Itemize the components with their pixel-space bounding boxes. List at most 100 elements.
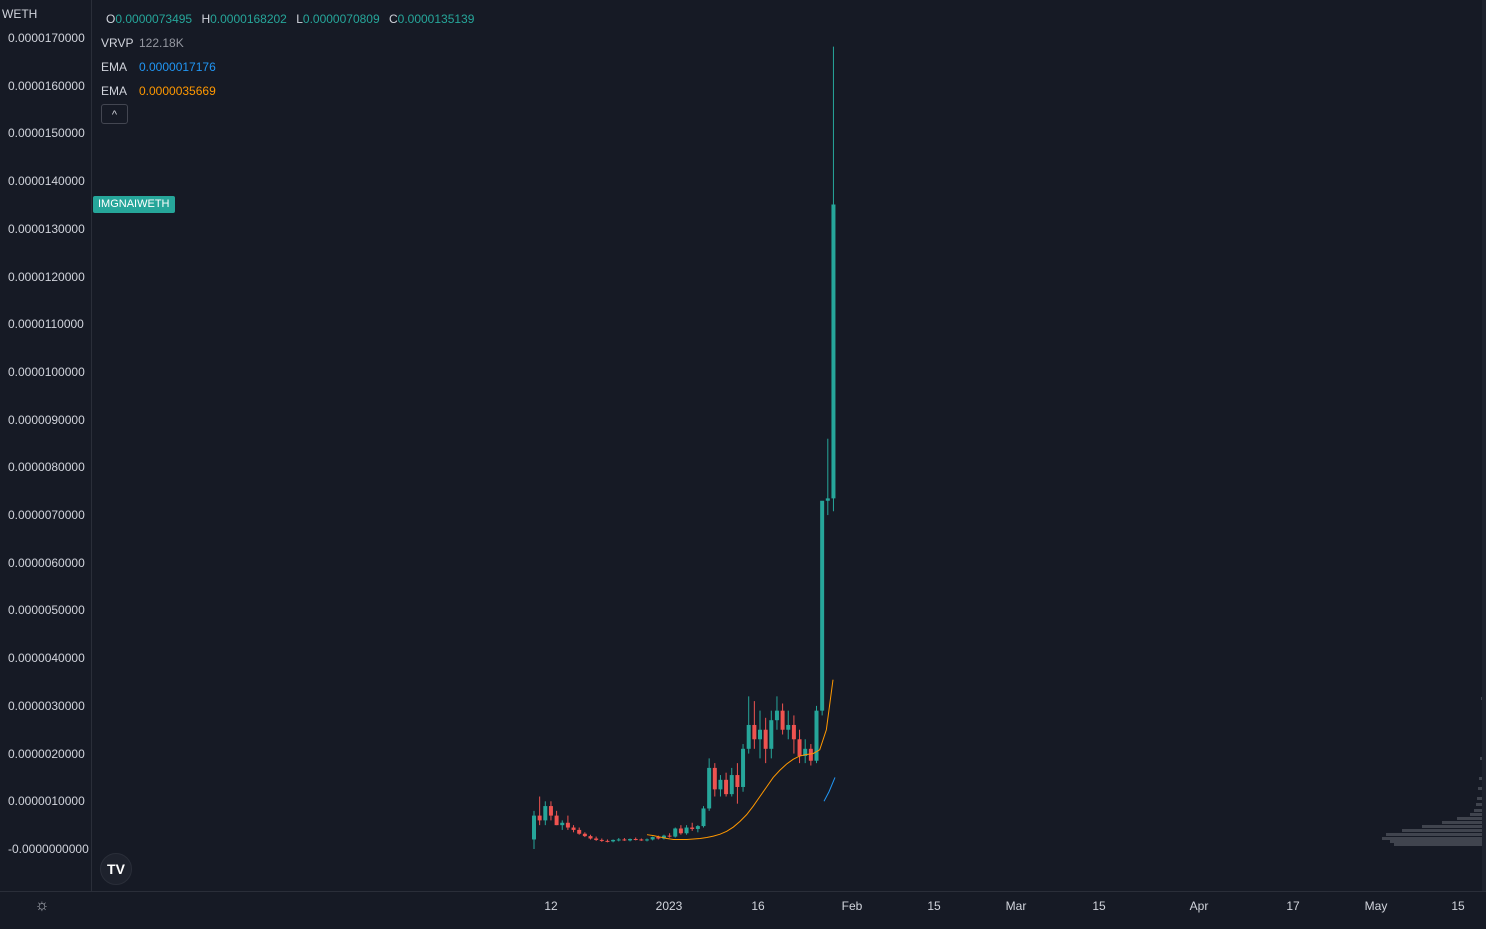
candle-body xyxy=(661,835,666,839)
time-axis[interactable]: ☼ 12 2023 16 Feb 15 Mar 15 Apr 17 May 15 xyxy=(0,891,1486,929)
candle-body xyxy=(537,815,542,821)
candle-body xyxy=(803,748,808,756)
indicator-value: 0.0000035669 xyxy=(139,84,216,98)
high-value: 0.0000168202 xyxy=(210,12,287,26)
volume-profile-bar xyxy=(1386,833,1482,836)
candle xyxy=(741,744,746,792)
candle xyxy=(774,696,779,730)
candle xyxy=(678,825,683,835)
candle xyxy=(786,710,791,740)
price-tick-label: 0.0000050000 xyxy=(8,603,85,618)
high-label: H xyxy=(201,12,211,26)
price-tick-label: 0.0000010000 xyxy=(8,794,85,809)
candle-body xyxy=(741,748,746,787)
candle-body xyxy=(814,710,819,761)
candle xyxy=(650,836,655,841)
candle xyxy=(628,838,633,842)
candle-body xyxy=(701,808,706,827)
candle-body xyxy=(628,838,633,841)
candle-body xyxy=(831,204,836,499)
candle xyxy=(645,838,649,842)
time-tick-label: 2023 xyxy=(655,899,683,913)
price-axis[interactable]: WETH 0.0000170000 0.0000160000 0.000015000… xyxy=(0,0,92,891)
candle-body xyxy=(707,767,712,809)
candle xyxy=(724,772,729,797)
candle-body xyxy=(532,815,536,840)
candle-body xyxy=(786,724,791,730)
price-tick-label: 0.0000070000 xyxy=(8,508,85,523)
candle-body xyxy=(633,838,638,840)
candle xyxy=(537,796,542,826)
candle-body xyxy=(582,833,587,837)
candle xyxy=(820,500,825,716)
indicator-name: EMA xyxy=(101,84,128,98)
price-tick-label: 0.0000150000 xyxy=(8,126,85,141)
candle-body xyxy=(548,806,553,816)
candle-body xyxy=(611,839,616,842)
candlestick-chart[interactable] xyxy=(0,0,1486,891)
price-tick-label: 0.0000110000 xyxy=(8,317,84,332)
candle-body xyxy=(690,827,695,829)
candle xyxy=(735,763,740,804)
indicator-vrvp[interactable]: VRVP 122.18K xyxy=(101,36,184,50)
candle xyxy=(667,833,672,838)
candle xyxy=(548,801,553,821)
indicator-ema-fast[interactable]: EMA 0.0000017176 xyxy=(101,60,216,74)
candle xyxy=(690,822,695,831)
candle xyxy=(543,801,548,826)
candle xyxy=(571,825,576,833)
collapse-indicators-button[interactable]: ^ xyxy=(101,104,128,124)
candle xyxy=(831,46,836,512)
candle xyxy=(605,839,610,843)
candle-body xyxy=(594,838,599,840)
indicator-value: 122.18K xyxy=(139,36,184,50)
candle xyxy=(814,705,819,764)
candle xyxy=(718,775,723,797)
candle xyxy=(577,827,582,835)
candle-body xyxy=(645,839,649,841)
candle xyxy=(729,767,734,797)
candle-body xyxy=(656,837,661,839)
close-label: C xyxy=(388,12,398,26)
candle-body xyxy=(667,835,672,837)
candle-body xyxy=(791,724,796,740)
low-label: L xyxy=(296,12,303,26)
candle-body xyxy=(718,779,723,790)
volume-profile-bar xyxy=(1470,813,1482,816)
candle-body xyxy=(820,500,825,711)
volume-profile-bar xyxy=(1477,797,1482,800)
candle-body xyxy=(763,729,768,749)
candle xyxy=(611,839,616,843)
candle xyxy=(791,715,796,754)
price-tick-label: 0.0000040000 xyxy=(8,651,85,666)
candle-body xyxy=(577,829,582,834)
candle xyxy=(752,701,757,749)
time-tick-label: 15 xyxy=(1451,899,1465,913)
candle xyxy=(701,806,706,828)
indicator-ema-slow[interactable]: EMA 0.0000035669 xyxy=(101,84,216,98)
price-tick-label: 0.0000140000 xyxy=(8,174,85,189)
close-value: 0.0000135139 xyxy=(397,12,475,26)
candle-body xyxy=(746,724,751,749)
candle-body xyxy=(554,815,559,826)
candle xyxy=(661,834,666,840)
candle-body xyxy=(808,748,813,761)
candle-body xyxy=(678,828,683,834)
candle xyxy=(588,834,593,840)
tradingview-logo-icon[interactable]: TV xyxy=(100,853,132,885)
candle xyxy=(803,739,808,764)
price-tick-label: 0.0000160000 xyxy=(8,78,85,93)
candle xyxy=(582,832,587,838)
candle xyxy=(707,758,712,811)
settings-gear-icon[interactable]: ☼ xyxy=(34,897,50,914)
candle xyxy=(554,810,559,826)
time-tick-label: May xyxy=(1364,899,1388,913)
candle xyxy=(746,696,751,754)
candle xyxy=(808,744,813,766)
candle-body xyxy=(729,775,734,795)
time-tick-label: 17 xyxy=(1286,899,1300,913)
candle xyxy=(639,838,644,841)
candle xyxy=(797,729,802,764)
candle xyxy=(616,838,621,842)
volume-profile-bar xyxy=(1479,777,1482,780)
